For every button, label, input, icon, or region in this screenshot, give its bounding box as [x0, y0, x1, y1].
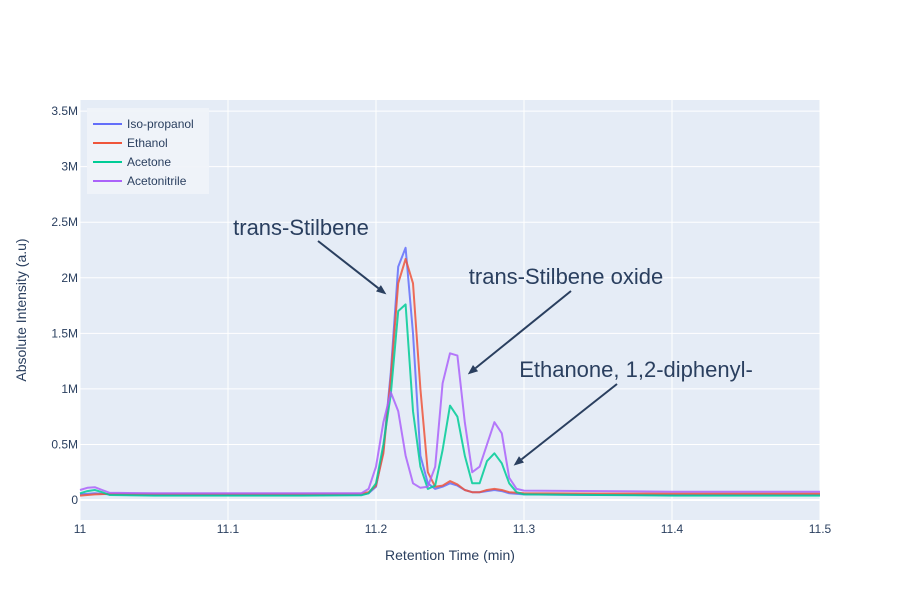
legend-label: Ethanol — [127, 136, 168, 150]
y-tick-label: 3M — [61, 160, 78, 174]
annotation-arrow — [317, 240, 380, 290]
series-line — [79, 303, 820, 497]
grid-lines — [79, 100, 821, 520]
annotation-arrowhead — [513, 456, 524, 466]
y-tick-label: 0 — [71, 493, 78, 507]
y-tick-label: 2.5M — [51, 215, 78, 229]
legend: Iso-propanol Ethanol Acetone Acetonitrile — [87, 108, 209, 194]
annotation-label: trans-Stilbene — [233, 215, 369, 240]
annotation-arrowhead — [467, 365, 479, 375]
x-tick-label: 11 — [74, 522, 87, 536]
x-tick-label: 11.4 — [661, 522, 684, 536]
annotation-label: Ethanone, 1,2-diphenyl- — [519, 357, 753, 382]
y-tick-label: 3.5M — [51, 104, 78, 118]
series-line — [79, 352, 820, 495]
annotation-arrow — [520, 383, 618, 461]
annotation-arrow — [474, 290, 572, 369]
y-tick-label: 1.5M — [51, 326, 78, 340]
legend-box — [87, 108, 209, 194]
annotations: trans-Stilbene trans-Stilbene oxide Ethano… — [233, 215, 753, 466]
x-tick-label: 11.1 — [217, 522, 240, 536]
legend-label: Acetonitrile — [127, 174, 187, 188]
y-tick-label: 1M — [61, 382, 78, 396]
y-axis-title: Absolute Intensity (a.u) — [13, 238, 29, 381]
x-axis-title: Retention Time (min) — [385, 547, 515, 563]
x-tick-label: 11.3 — [513, 522, 536, 536]
series-layer — [79, 246, 820, 497]
y-axis-ticks: 0 0.5M 1M 1.5M 2M 2.5M 3M 3.5M — [51, 104, 78, 507]
y-tick-label: 2M — [61, 271, 78, 285]
x-tick-label: 11.2 — [365, 522, 388, 536]
x-tick-label: 11.5 — [809, 522, 832, 536]
annotation-label: trans-Stilbene oxide — [469, 264, 663, 289]
y-tick-label: 0.5M — [51, 437, 78, 451]
legend-label: Acetone — [127, 155, 171, 169]
x-axis-ticks: 11 11.1 11.2 11.3 11.4 11.5 — [74, 522, 832, 536]
annotation-arrowhead — [376, 285, 387, 295]
legend-label: Iso-propanol — [127, 117, 194, 131]
